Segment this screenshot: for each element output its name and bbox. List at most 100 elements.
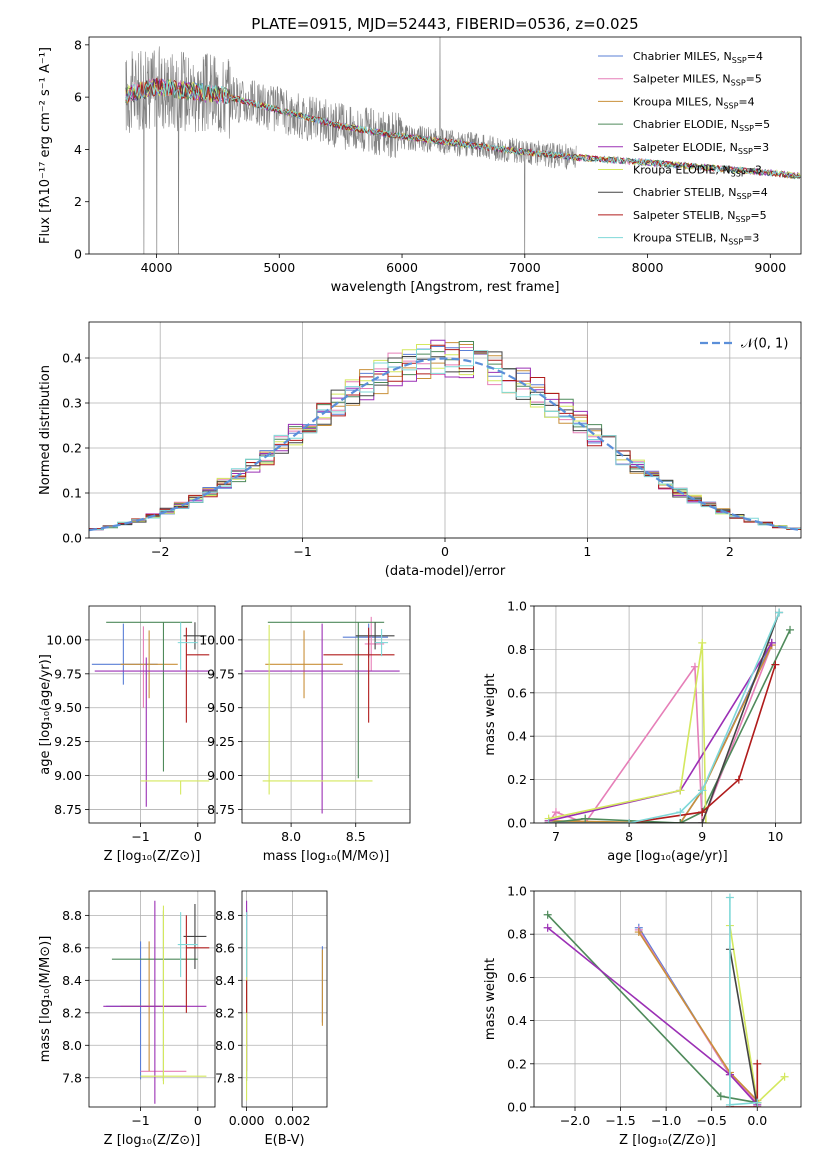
legend-entry: Chabrier ELODIE, NSSP=5 — [633, 118, 770, 133]
x-tick-label: −1.5 — [605, 1113, 635, 1128]
data-point — [771, 660, 780, 669]
error-point-8 — [185, 915, 210, 1013]
x-tick-label: 6000 — [386, 260, 418, 275]
error-point-5 — [244, 623, 400, 814]
y-axis-label: Normed distribution — [38, 365, 53, 495]
chart-title: PLATE=0915, MJD=52443, FIBERID=0536, z=0… — [251, 15, 638, 33]
y-tick-label: 8.0 — [62, 1038, 82, 1053]
data-point — [690, 662, 699, 671]
data-point — [767, 638, 776, 647]
x-tick-label: 8.0 — [281, 829, 301, 844]
error-point-6 — [262, 624, 373, 795]
data-point — [786, 625, 795, 634]
series-line — [548, 644, 773, 823]
y-tick-label: 0.4 — [507, 1013, 527, 1028]
model-spectrum-9 — [125, 80, 801, 178]
y-tick-label: 9.00 — [54, 768, 82, 783]
error-point-9 — [177, 912, 198, 978]
y-tick-label: 0.8 — [507, 642, 527, 657]
y-tick-label: 10.00 — [199, 632, 235, 647]
axes-frame — [533, 605, 802, 824]
y-tick-label: 8.2 — [215, 1005, 235, 1020]
y-axis-label: mass [log₁₀(M/M⊙)] — [38, 936, 53, 1063]
data-point — [625, 819, 634, 823]
series-line — [548, 612, 780, 823]
x-tick-label: 0 — [194, 829, 202, 844]
axes-frame — [533, 890, 802, 1108]
axes-2: −2 −1 0 1 2 0.0 0.1 0.2 0.3 0.4 (data-model)/error… — [38, 321, 802, 579]
weight-series-4 — [544, 625, 795, 823]
y-tick-label: 9.75 — [207, 666, 235, 681]
legend-entry: Salpeter ELODIE, NSSP=3 — [633, 141, 769, 156]
legend-entry: 𝒩(0, 1) — [741, 337, 788, 352]
data-point — [551, 808, 560, 817]
error-point-8 — [323, 627, 395, 723]
y-tick-label: 8.4 — [62, 973, 82, 988]
y-tick-label: 0.6 — [507, 970, 527, 985]
x-axis-label: Z [log₁₀(Z/Z⊙)] — [619, 1133, 716, 1148]
x-tick-label: −1 — [293, 544, 311, 559]
y-tick-label: 8.2 — [62, 1005, 82, 1020]
error-point-1 — [91, 623, 158, 685]
y-tick-label: 9.50 — [207, 700, 235, 715]
series-line — [547, 644, 773, 823]
y-tick-label: 0.8 — [507, 927, 527, 942]
legend: 𝒩(0, 1) — [700, 337, 788, 352]
data-point — [775, 608, 784, 617]
y-tick-label: 8.75 — [207, 802, 235, 817]
data-point — [698, 819, 707, 823]
model-spectrum-8 — [125, 77, 801, 179]
data-point — [716, 1092, 725, 1101]
x-axis-label: age [log₁₀(age/yr)] — [607, 849, 728, 864]
x-tick-label: 0.000 — [229, 1113, 265, 1128]
plot-area — [91, 621, 210, 807]
residual-histogram-7 — [89, 351, 801, 530]
series-line — [548, 629, 791, 823]
x-tick-label: −1.0 — [651, 1113, 681, 1128]
x-axis-label: Z [log₁₀(Z/Z⊙)] — [104, 1133, 201, 1148]
x-tick-label: −2.0 — [560, 1113, 590, 1128]
axes-5: 7 8 9 10 0.0 0.2 0.4 0.6 0.8 1.0 age [log₁₀(age/yr… — [483, 599, 802, 864]
x-axis-label: (data-model)/error — [385, 564, 506, 579]
error-point-5 — [94, 657, 210, 807]
y-tick-label: 0.6 — [507, 685, 527, 700]
data-point — [634, 928, 643, 937]
weight-series-3 — [544, 641, 776, 823]
y-tick-label: 1.0 — [507, 599, 527, 614]
axes-frame — [88, 605, 216, 824]
series-line — [548, 612, 780, 823]
data-point — [698, 808, 707, 817]
axes-7: 0.000 0.002 7.8 8.0 8.2 8.4 8.6 8.8 E(B-V) — [215, 890, 328, 1148]
x-tick-label: 10 — [767, 829, 783, 844]
y-tick-label: 8.0 — [215, 1038, 235, 1053]
y-tick-label: 6 — [74, 90, 82, 105]
y-tick-label: 0.4 — [507, 729, 527, 744]
error-point-7 — [355, 622, 395, 650]
error-point-7 — [183, 903, 207, 969]
x-tick-label: 8 — [625, 829, 633, 844]
axes-6: −1 0 7.8 8.0 8.2 8.4 8.6 8.8 Z [log₁₀(Z/Z⊙)] mass… — [38, 890, 216, 1148]
data-point — [734, 775, 743, 784]
x-axis-label: wavelength [Angstrom, rest frame] — [331, 280, 560, 295]
y-axis-label: mass weight — [483, 673, 498, 755]
series-line — [729, 949, 759, 1107]
y-tick-label: 4 — [74, 142, 82, 157]
y-tick-label: 0.4 — [62, 351, 82, 366]
y-tick-label: 0.0 — [62, 531, 82, 546]
axes-4: 8.0 8.5 8.75 9.00 9.25 9.50 9.75 10.00 mass [log… — [199, 605, 411, 864]
weight-series-9 — [544, 608, 784, 823]
y-tick-label: 1.0 — [507, 884, 527, 899]
data-point — [725, 893, 734, 902]
x-axis-label: Z [log₁₀(Z/Z⊙)] — [104, 849, 201, 864]
legend-entry: Chabrier STELIB, NSSP=4 — [633, 186, 768, 201]
plot-area — [246, 900, 323, 1101]
x-tick-label: 9 — [698, 829, 706, 844]
data-point — [725, 1100, 734, 1107]
series-line — [729, 1063, 759, 1107]
x-tick-label: −1 — [131, 829, 149, 844]
data-point — [581, 814, 590, 823]
error-point-4 — [267, 621, 385, 779]
axes-8: −2.0 −1.5 −1.0 −0.5 0.0 0.0 0.2 0.4 0.6 0.8 1.0 Z [… — [483, 884, 802, 1148]
data-point — [676, 786, 685, 795]
